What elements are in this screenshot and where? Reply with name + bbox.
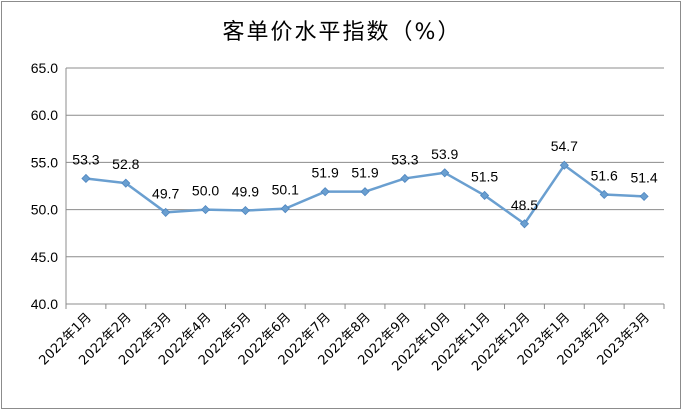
y-tick-label: 45.0 bbox=[31, 249, 58, 265]
data-point-marker bbox=[81, 173, 91, 184]
data-point-marker bbox=[639, 191, 649, 201]
data-label: 51.9 bbox=[351, 165, 378, 181]
data-point-marker bbox=[480, 190, 490, 201]
data-point-marker bbox=[519, 219, 530, 229]
series-line bbox=[81, 160, 649, 229]
x-tick-labels: 2022年1月2022年2月2022年3月2022年4月2022年5月2022年… bbox=[37, 310, 653, 374]
data-point-marker bbox=[320, 187, 330, 197]
data-label: 49.9 bbox=[232, 184, 259, 200]
axes bbox=[65, 68, 665, 309]
y-tick-labels: 40.0 45.0 50.0 55.0 60.0 65.0 bbox=[31, 60, 58, 312]
data-point-marker bbox=[440, 168, 450, 178]
data-label: 49.7 bbox=[152, 185, 179, 201]
data-point-marker bbox=[161, 207, 171, 217]
data-point-marker bbox=[400, 173, 410, 184]
data-point-marker bbox=[599, 189, 609, 200]
data-point-marker bbox=[240, 205, 250, 216]
data-label: 54.7 bbox=[551, 138, 578, 154]
y-tick-label: 50.0 bbox=[31, 202, 58, 218]
data-point-marker bbox=[360, 187, 370, 197]
y-tick-label: 40.0 bbox=[31, 296, 58, 312]
data-label: 52.8 bbox=[112, 156, 139, 172]
data-label: 53.3 bbox=[391, 151, 418, 167]
data-label: 51.9 bbox=[312, 165, 339, 181]
y-tick-label: 55.0 bbox=[31, 154, 58, 170]
data-label: 50.0 bbox=[192, 183, 219, 199]
y-tick-label: 65.0 bbox=[31, 60, 58, 76]
data-point-marker bbox=[200, 205, 211, 215]
data-label: 51.6 bbox=[591, 167, 618, 183]
y-tick-label: 60.0 bbox=[31, 107, 58, 123]
chart-title: 客单价水平指数（%） bbox=[222, 20, 462, 45]
data-label: 53.9 bbox=[431, 146, 458, 162]
data-label: 48.5 bbox=[511, 197, 538, 213]
data-label: 53.3 bbox=[72, 151, 99, 167]
data-label: 51.4 bbox=[630, 169, 657, 185]
data-point-marker bbox=[559, 160, 569, 170]
data-label: 50.1 bbox=[272, 182, 299, 198]
data-point-marker bbox=[280, 204, 290, 214]
data-point-marker bbox=[121, 178, 131, 188]
data-label: 51.5 bbox=[471, 168, 498, 184]
data-labels: 53.3 52.8 49.7 50.0 49.9 50.1 51.9 51.9 53.3 53.9… bbox=[72, 138, 658, 213]
